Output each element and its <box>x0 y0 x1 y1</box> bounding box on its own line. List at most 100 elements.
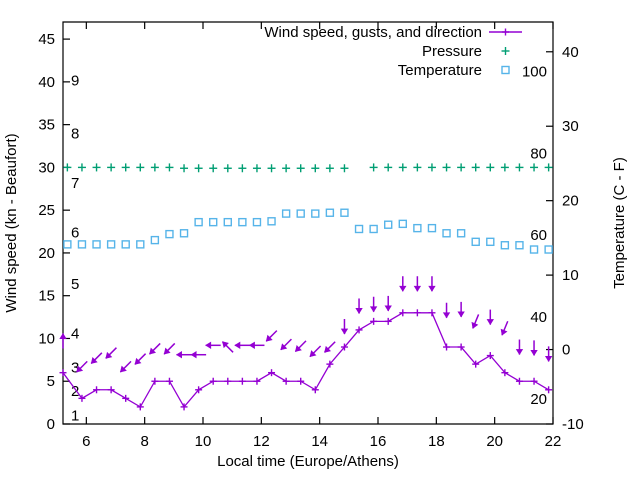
pressure-point <box>427 163 436 172</box>
wind-direction-arrow <box>340 318 349 335</box>
temperature-point <box>150 235 160 245</box>
wind-speed-point <box>180 403 188 411</box>
pressure-point <box>107 163 116 172</box>
y-axis-tick-label: 45 <box>38 31 55 48</box>
y-axis-tick-label: 30 <box>38 159 55 176</box>
wind-speed-point <box>355 326 363 334</box>
beaufort-scale-label: 9 <box>71 72 79 89</box>
temperature-point <box>209 217 218 227</box>
wind-direction-arrow <box>119 360 132 373</box>
pressure-point <box>194 164 203 173</box>
wind-speed-point <box>282 377 290 385</box>
wind-speed-point <box>253 377 261 385</box>
temperature-point <box>384 220 393 229</box>
wind-speed-point <box>472 360 480 368</box>
pressure-point <box>544 163 553 172</box>
temperature-point <box>471 237 480 247</box>
temperature-point <box>398 219 407 229</box>
wind-direction-arrow <box>309 345 322 358</box>
pressure-point <box>369 163 378 172</box>
x-axis-tick-label: 12 <box>253 433 270 450</box>
beaufort-scale-label: 5 <box>71 276 79 293</box>
wind-speed-point <box>384 317 392 325</box>
beaufort-scale-label: 6 <box>71 225 79 242</box>
wind-speed-point <box>501 369 509 377</box>
wind-speed-point <box>545 386 553 394</box>
temperature-point <box>106 240 116 249</box>
temperature-point <box>92 240 101 249</box>
temperature-point <box>223 217 232 227</box>
x-axis-tick-label: 6 <box>82 433 90 450</box>
pressure-point <box>63 163 72 172</box>
wind-speed-point <box>311 386 319 394</box>
wind-speed-point <box>268 369 276 377</box>
x-axis-tick-label: 22 <box>545 433 562 450</box>
x-axis-tick-label: 20 <box>486 433 503 450</box>
beaufort-scale-label: 7 <box>71 175 79 192</box>
y2-axis-tick-label: 40 <box>562 44 579 61</box>
fahrenheit-scale-label: 20 <box>530 391 547 408</box>
fahrenheit-scale-label: 80 <box>530 145 547 162</box>
temperature-point <box>340 208 349 217</box>
temperature-point <box>427 223 437 233</box>
wind-direction-arrow <box>234 341 250 349</box>
temperature-point <box>165 229 174 239</box>
series-points <box>63 163 553 173</box>
y2-axis-tick-label: 0 <box>562 342 570 359</box>
pressure-point <box>457 163 466 172</box>
y2-axis-title: Temperature (C - F) <box>611 157 628 289</box>
temperature-point <box>442 229 451 238</box>
wind-speed-point <box>399 309 407 317</box>
wind-direction-arrow <box>265 330 278 342</box>
pressure-point <box>325 164 334 173</box>
wind-direction-arrow <box>163 342 176 355</box>
pressure-point <box>398 163 407 172</box>
legend-swatch-marker <box>501 47 510 55</box>
y-axis-tick-label: 5 <box>47 373 55 390</box>
pressure-point <box>340 164 349 173</box>
pressure-point <box>296 164 305 173</box>
wind-direction-arrow <box>369 296 378 313</box>
wind-speed-point <box>136 403 144 411</box>
wind-direction-arrow <box>76 360 88 373</box>
temperature-point <box>179 229 189 238</box>
temperature-point <box>121 240 130 249</box>
wind-speed-point <box>209 377 217 385</box>
fahrenheit-scale-label: 40 <box>530 309 547 326</box>
pressure-point <box>500 163 509 172</box>
temperature-point <box>238 217 247 227</box>
x-axis-tick-label: 10 <box>195 433 212 450</box>
temperature-point <box>456 229 466 238</box>
wind-speed-point <box>486 352 494 360</box>
wind-speed-point <box>530 377 538 385</box>
temperature-point <box>281 209 291 218</box>
temperature-point <box>136 240 145 249</box>
y-axis-tick-label: 25 <box>38 202 55 219</box>
wind-direction-arrow <box>515 339 524 356</box>
wind-direction-arrow <box>471 314 480 329</box>
fahrenheit-scale-label: 60 <box>530 227 547 244</box>
wind-speed-point <box>195 386 203 394</box>
pressure-point <box>413 163 422 172</box>
temperature-point <box>252 217 262 227</box>
legend-swatch-marker <box>502 28 509 36</box>
temperature-point <box>515 241 524 250</box>
y-axis-title: Wind speed (kn - Beaufort) <box>3 133 20 312</box>
wind-direction-arrow <box>355 298 363 315</box>
pressure-point <box>282 164 291 173</box>
wind-speed-point <box>165 377 173 385</box>
pressure-point <box>442 163 451 172</box>
legend-swatch-marker <box>501 65 510 75</box>
wind-speed-point <box>326 360 334 368</box>
series-points <box>63 208 553 254</box>
wind-speed-point <box>107 386 115 394</box>
x-axis-tick-label: 14 <box>311 433 328 450</box>
y-axis-tick-label: 15 <box>38 288 55 305</box>
wind-speed-point <box>297 377 305 385</box>
pressure-point <box>180 164 189 173</box>
temperature-point <box>267 217 276 226</box>
y2-axis-tick-label: 30 <box>562 118 579 135</box>
wind-direction-arrow <box>486 309 494 326</box>
wind-speed-point <box>238 377 246 385</box>
